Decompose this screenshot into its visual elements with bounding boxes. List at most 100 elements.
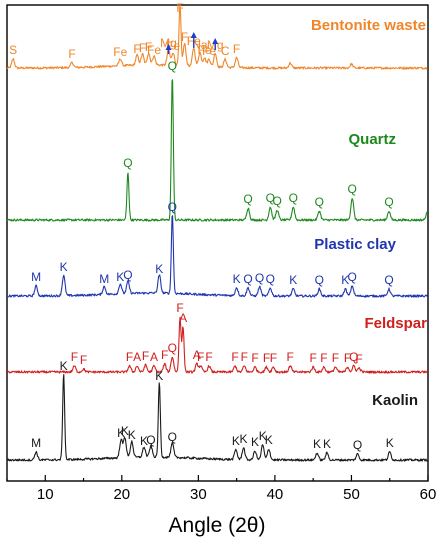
series-name: Kaolin — [372, 392, 418, 409]
peak-label: Q — [353, 438, 362, 452]
peak-label: K — [289, 273, 297, 287]
x-tick-label: 30 — [190, 486, 207, 503]
peak-label: Fe — [113, 45, 127, 59]
series-name: Bentonite waste — [311, 17, 426, 34]
peak-label: A — [150, 350, 158, 364]
peak-label: K — [117, 426, 125, 440]
peak-label: M — [99, 272, 109, 286]
peak-label: Q — [384, 273, 393, 287]
peak-label: Q — [255, 271, 264, 285]
peak-label: K — [313, 437, 321, 451]
peak-label: Q — [384, 195, 393, 209]
peak-label: F — [263, 351, 270, 365]
peak-label: K — [239, 432, 247, 446]
peak-label: Q — [348, 270, 357, 284]
peak-label: Q — [123, 156, 132, 170]
peak-label: A — [179, 311, 187, 325]
peak-label: F — [251, 351, 258, 365]
peak-label: Q — [273, 194, 282, 208]
peak-label: Q — [243, 192, 252, 206]
marker-arrow-head — [212, 38, 219, 44]
peak-label: A — [133, 350, 141, 364]
peak-label: Q — [315, 195, 324, 209]
peak-label: K — [155, 369, 163, 383]
peak-label: Q — [168, 200, 177, 214]
peak-label: F — [139, 41, 146, 55]
peak-label: F — [231, 350, 238, 364]
peak-label: F — [287, 350, 294, 364]
peak-label: K — [116, 270, 124, 284]
peak-label: K — [251, 435, 259, 449]
peak-label: K — [128, 428, 136, 442]
peak-label: F — [161, 348, 168, 362]
x-tick-label: 50 — [343, 486, 360, 503]
series-name: Quartz — [348, 131, 396, 148]
peak-label: M — [31, 436, 41, 450]
peak-label: F — [197, 350, 204, 364]
peak-label: F — [145, 40, 152, 54]
peak-label: K — [386, 436, 394, 450]
peak-label: F — [355, 352, 362, 366]
peak-label: Q — [243, 272, 252, 286]
peak-label: Na — [192, 38, 208, 52]
peak-label: F — [142, 349, 149, 363]
trace-kaolin — [6, 374, 428, 462]
peak-label: F — [133, 42, 140, 56]
peak-label: K — [259, 429, 267, 443]
peak-label: A — [193, 348, 201, 362]
peak-label: F — [241, 350, 248, 364]
peak-label: K — [140, 434, 148, 448]
peak-label: M — [31, 270, 41, 284]
peak-label: F — [126, 350, 133, 364]
peak-label: F — [181, 30, 188, 44]
peak-label: F — [332, 351, 339, 365]
peak-label: F — [176, 1, 183, 15]
peak-label: F — [80, 353, 87, 367]
peak-label: Q — [266, 191, 275, 205]
trace-feldspar — [6, 316, 429, 374]
peak-label: Fe — [197, 43, 211, 57]
peak-label: K — [121, 424, 129, 438]
x-tick-label: 60 — [420, 486, 437, 503]
series-name: Plastic clay — [314, 236, 396, 253]
peak-label: F — [68, 47, 75, 61]
peak-label: C — [221, 44, 230, 58]
peak-label: F — [320, 351, 327, 365]
trace-plastic-clay — [6, 215, 429, 298]
x-tick-label: 10 — [37, 486, 54, 503]
peak-label: F — [233, 42, 240, 56]
peak-label: Mg — [160, 36, 177, 50]
peak-label: K — [155, 262, 163, 276]
peak-label: F — [176, 301, 183, 315]
peak-label: Q — [168, 59, 177, 73]
peak-label: F — [270, 351, 277, 365]
peak-label: Q — [348, 182, 357, 196]
x-tick-label: 20 — [113, 486, 130, 503]
x-tick-label: 40 — [267, 486, 284, 503]
peak-label: F — [71, 350, 78, 364]
x-axis: 10 20 30 40 50 60 — [6, 475, 437, 503]
peak-label: Q — [146, 433, 155, 447]
peak-label: S — [9, 43, 17, 57]
peak-label: Q — [349, 350, 358, 364]
peak-label: Q — [315, 273, 324, 287]
peak-label: Q — [289, 191, 298, 205]
peak-label: Q — [168, 341, 177, 355]
trace-quartz — [6, 79, 429, 222]
peak-label: K — [265, 433, 273, 447]
peak-label: K — [60, 260, 68, 274]
peak-label: Q — [123, 268, 132, 282]
marker-arrow-head — [165, 44, 172, 50]
peak-label: Q — [168, 430, 177, 444]
series-name: Feldspar — [364, 315, 427, 332]
peak-label: Fe — [202, 44, 216, 58]
peak-label: F — [344, 351, 351, 365]
trace-bentonite-waste — [6, 4, 428, 70]
peak-label: K — [233, 272, 241, 286]
peak-label: F — [205, 350, 212, 364]
x-axis-label: Angle (2θ) — [169, 514, 266, 537]
peak-label: K — [341, 273, 349, 287]
peak-label: F — [310, 351, 317, 365]
